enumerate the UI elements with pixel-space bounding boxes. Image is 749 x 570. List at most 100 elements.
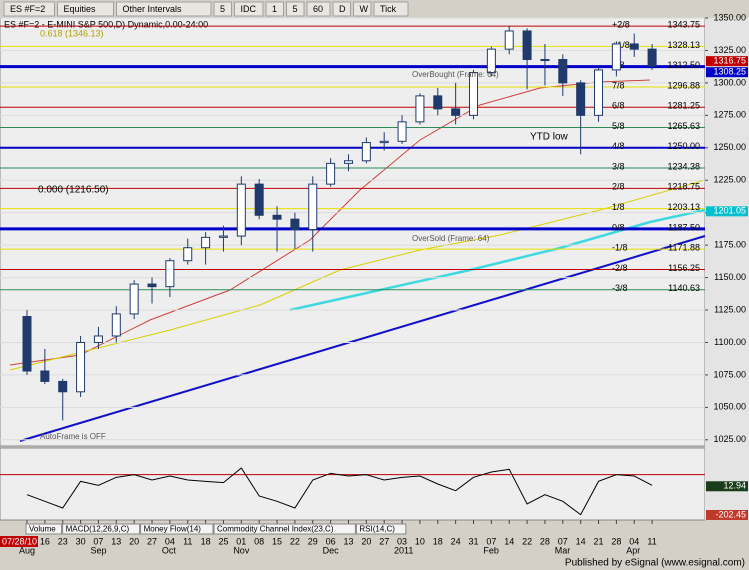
toolbar-button[interactable] (116, 1, 212, 17)
candle-body (236, 183, 246, 237)
toolbar-button[interactable] (286, 1, 305, 17)
candle-body (40, 370, 50, 382)
toolbar-button[interactable] (3, 1, 55, 17)
tab-label[interactable]: Volume (29, 525, 56, 534)
y-tick-label: 1050.00 (713, 402, 746, 412)
level-value: 1171.88 (668, 243, 700, 253)
candle-body (504, 30, 514, 50)
level-value: 1156.25 (668, 263, 700, 273)
toolbar-label[interactable]: W (360, 4, 369, 14)
tab-label[interactable]: MACD(12,26,9,C) (66, 525, 130, 534)
candle-body (361, 142, 371, 162)
x-tick-label: 11 (647, 536, 656, 546)
tab[interactable] (62, 523, 141, 535)
chart-subtitle: 0.618 (1346.13) (40, 28, 104, 38)
candle-body (76, 341, 86, 393)
level-name: 3/8 (612, 161, 625, 171)
tab[interactable] (140, 523, 214, 535)
candle-body (111, 313, 121, 337)
tab-label[interactable]: Money Flow(14) (144, 525, 202, 534)
tab[interactable] (355, 523, 407, 535)
toolbar-button[interactable] (353, 1, 372, 17)
tab[interactable] (213, 523, 356, 535)
candle-body (540, 59, 550, 62)
candle-body (379, 140, 389, 144)
candle-body (326, 162, 336, 185)
toolbar-label[interactable]: 5 (293, 4, 298, 14)
y-tick-label: 1150.00 (714, 272, 746, 282)
month-label: Feb (483, 545, 499, 555)
level-name: +2/8 (612, 19, 630, 29)
y-tick-label: 1275.00 (713, 110, 746, 120)
candle-body (308, 183, 318, 231)
toolbar-label[interactable]: 60 (313, 4, 323, 14)
oscillator-box (706, 481, 748, 492)
candle-body (93, 335, 103, 343)
month-label: 2011 (394, 545, 413, 555)
toolbar-label[interactable]: Other Intervals (123, 4, 183, 14)
level-name: 1/8 (612, 202, 625, 212)
toolbar-button[interactable] (373, 1, 409, 17)
month-label: Oct (162, 545, 177, 555)
toolbar-button[interactable] (306, 1, 331, 17)
level-name: +1/8 (612, 40, 630, 50)
price-box-label: 1201.05 (713, 206, 746, 216)
x-tick-label: 16 (40, 536, 50, 546)
toolbar-button[interactable] (213, 1, 232, 17)
toolbar-label[interactable]: ES #F=2 (10, 4, 45, 14)
chart-title: ES #F=2 - E-MINI S&P 500,D) Dynamic,0.00… (4, 19, 208, 29)
start-date: 07/28/10 (2, 536, 37, 546)
toolbar-button[interactable] (57, 1, 114, 17)
y-tick-label: 1350.00 (713, 12, 746, 22)
level-value: 1250.00 (667, 141, 700, 151)
candle-body (147, 283, 157, 288)
x-tick-label: 07 (93, 536, 103, 546)
x-tick-label: 11 (183, 536, 192, 546)
level-name: -1/8 (612, 243, 628, 253)
candle-body (272, 214, 282, 220)
candle-body (290, 218, 300, 231)
tab[interactable] (25, 523, 63, 535)
toolbar-label[interactable]: 1 (272, 4, 277, 14)
toolbar-button[interactable] (234, 1, 264, 17)
x-tick-label: 27 (147, 536, 157, 546)
level-name: 2/8 (612, 182, 625, 192)
tab-label[interactable]: RSI(14,C) (359, 525, 395, 534)
toolbar-button[interactable] (332, 1, 351, 17)
x-tick-label: 14 (504, 536, 514, 546)
x-tick-label: 29 (308, 536, 318, 546)
oscillator-box-label: -202.45 (715, 509, 746, 519)
candle-body (522, 30, 532, 61)
tab-label[interactable]: Commodity Channel Index(23,C) (217, 525, 334, 534)
x-tick-label: 01 (236, 536, 246, 546)
toolbar-label[interactable]: IDC (241, 4, 257, 14)
toolbar-label[interactable]: Tick (380, 4, 397, 14)
toolbar-button[interactable] (265, 1, 284, 17)
x-tick-label: 27 (379, 536, 389, 546)
month-label: Mar (555, 545, 571, 555)
indicators (9, 79, 706, 442)
level-name: 4/8 (612, 141, 625, 151)
month-label: Aug (19, 545, 35, 555)
level-name: 7/8 (612, 80, 625, 90)
candle-body (486, 48, 496, 74)
price-box (706, 56, 748, 67)
level-name: 5/8 (612, 121, 625, 131)
x-tick-label: 28 (540, 536, 550, 546)
toolbar-label[interactable]: Equities (64, 4, 97, 14)
y-tick-label: 1250.00 (713, 142, 746, 152)
level-value: 1187.50 (668, 222, 700, 232)
toolbar-label[interactable]: 5 (220, 4, 225, 14)
oscillator-box (706, 509, 748, 520)
candle-body (647, 48, 657, 67)
level-value: 1296.88 (667, 80, 700, 90)
footer: Published by eSignal (www.esignal.com) (565, 558, 745, 569)
level-value: 1265.63 (667, 121, 700, 131)
oscillator-area (0, 447, 706, 521)
level-name: 6/8 (612, 101, 625, 111)
start-date-box (0, 536, 38, 547)
toolbar-label[interactable]: D (339, 4, 346, 14)
annotation: AutoFrame is OFF (40, 432, 106, 441)
month-label: Nov (233, 545, 250, 555)
x-tick-label: 25 (218, 536, 228, 546)
